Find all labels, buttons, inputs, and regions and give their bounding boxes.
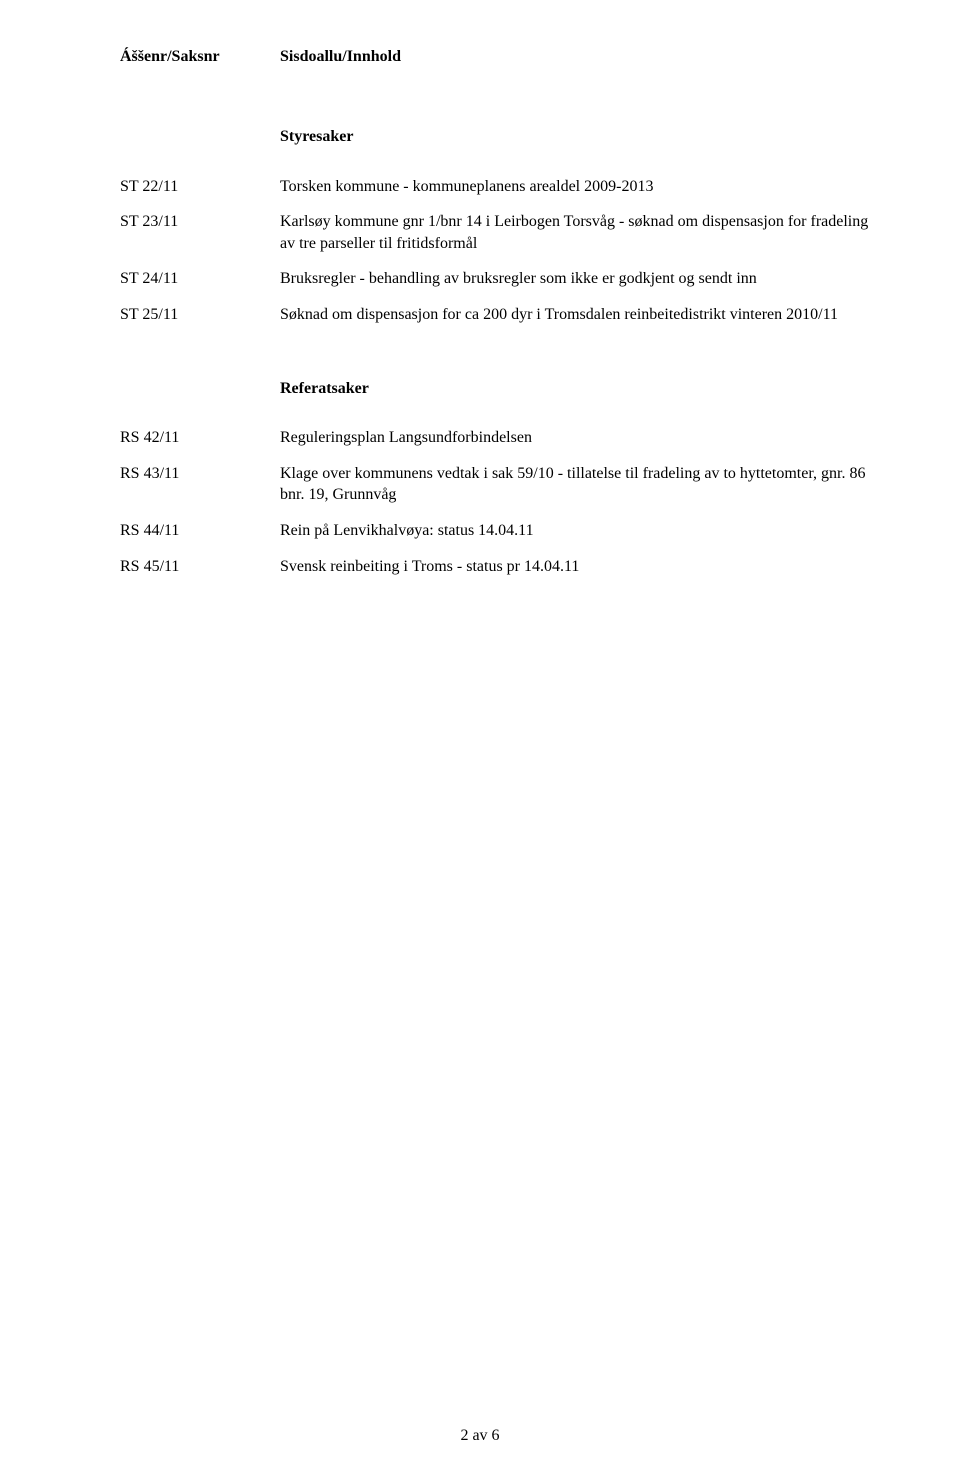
section-title-row: Styresaker	[120, 126, 872, 162]
section-title: Referatsaker	[280, 378, 872, 400]
case-id: RS 45/11	[120, 556, 280, 578]
case-text: Torsken kommune - kommuneplanens arealde…	[280, 176, 872, 198]
section-title-row: Referatsaker	[120, 378, 872, 414]
table-row: ST 23/11 Karlsøy kommune gnr 1/bnr 14 i …	[120, 211, 872, 254]
table-row: RS 45/11 Svensk reinbeiting i Troms - st…	[120, 556, 872, 578]
table-row: RS 42/11 Reguleringsplan Langsundforbind…	[120, 427, 872, 449]
table-row: RS 43/11 Klage over kommunens vedtak i s…	[120, 463, 872, 506]
table-row: ST 25/11 Søknad om dispensasjon for ca 2…	[120, 304, 872, 326]
table-row: RS 44/11 Rein på Lenvikhalvøya: status 1…	[120, 520, 872, 542]
case-text: Reguleringsplan Langsundforbindelsen	[280, 427, 872, 449]
case-text: Karlsøy kommune gnr 1/bnr 14 i Leirbogen…	[280, 211, 872, 254]
case-text: Rein på Lenvikhalvøya: status 14.04.11	[280, 520, 872, 542]
case-id: RS 44/11	[120, 520, 280, 542]
case-id: ST 22/11	[120, 176, 280, 198]
spacer	[120, 378, 280, 414]
case-id: ST 25/11	[120, 304, 280, 326]
header-left: Áššenr/Saksnr	[120, 48, 280, 66]
case-id: RS 43/11	[120, 463, 280, 506]
column-headers: Áššenr/Saksnr Sisdoallu/Innhold	[120, 48, 872, 66]
case-text: Søknad om dispensasjon for ca 200 dyr i …	[280, 304, 872, 326]
page-number: 2 av 6	[0, 1427, 960, 1445]
case-id: ST 24/11	[120, 268, 280, 290]
case-text: Klage over kommunens vedtak i sak 59/10 …	[280, 463, 872, 506]
spacer	[120, 126, 280, 162]
case-text: Bruksregler - behandling av bruksregler …	[280, 268, 872, 290]
case-text: Svensk reinbeiting i Troms - status pr 1…	[280, 556, 872, 578]
header-right: Sisdoallu/Innhold	[280, 48, 872, 66]
section-title: Styresaker	[280, 126, 872, 148]
table-row: ST 24/11 Bruksregler - behandling av bru…	[120, 268, 872, 290]
section-styresaker: Styresaker ST 22/11 Torsken kommune - ko…	[120, 126, 872, 326]
case-id: ST 23/11	[120, 211, 280, 254]
document-page: Áššenr/Saksnr Sisdoallu/Innhold Styresak…	[0, 0, 960, 1483]
table-row: ST 22/11 Torsken kommune - kommuneplanen…	[120, 176, 872, 198]
section-referatsaker: Referatsaker RS 42/11 Reguleringsplan La…	[120, 378, 872, 578]
case-id: RS 42/11	[120, 427, 280, 449]
